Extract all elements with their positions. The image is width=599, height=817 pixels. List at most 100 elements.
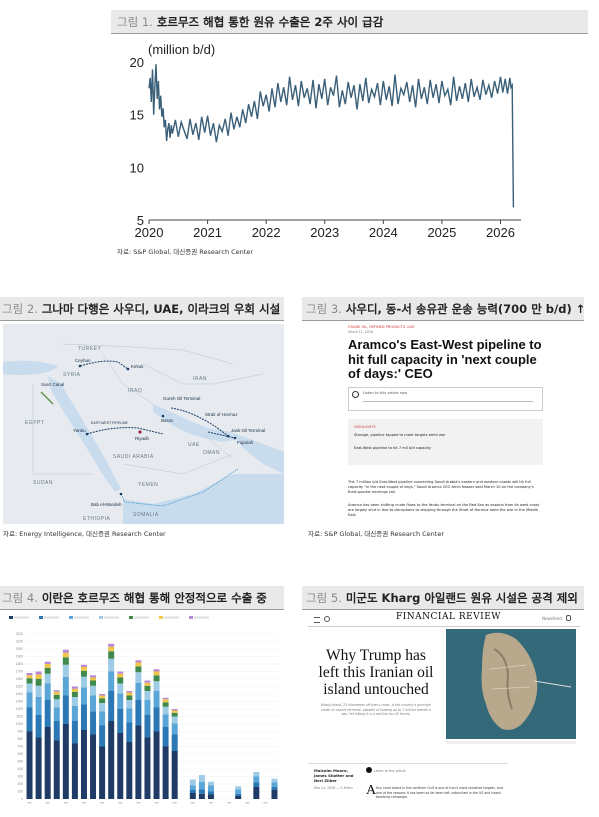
bar-segment: [71, 743, 78, 799]
x-tick-label: [100, 802, 105, 804]
label-saudi: SAUDI ARABIA: [113, 454, 154, 460]
bar-segment: [62, 664, 69, 677]
bar-segment: [108, 643, 115, 647]
audio-progress[interactable]: [363, 401, 533, 402]
label-ceyhan: Ceyhan: [75, 358, 91, 363]
bar-segment: [162, 706, 169, 715]
bar-segment: [144, 700, 151, 715]
bab-el-mandeb-marker: [119, 492, 123, 496]
label-suez: Suez Canal: [41, 382, 64, 387]
article-dateline: Mar 14, 2026 — 5.49am: [314, 786, 353, 790]
bar-segment: [44, 667, 51, 674]
bar-segment: [117, 683, 124, 694]
east-west-pipeline: [86, 427, 164, 435]
legend-label: [134, 616, 149, 619]
bar-segment: [53, 694, 60, 700]
figure-3-source: 자료: S&P Global, 대신증권 Research Center: [308, 530, 445, 538]
bar-segment: [117, 709, 124, 733]
article-body: tiny coral island in the northern Gulf i…: [376, 786, 503, 800]
bar-segment: [62, 724, 69, 799]
label-yemen: YEMEN: [138, 482, 158, 488]
search-icon[interactable]: [324, 616, 330, 622]
bar-segment: [126, 692, 133, 696]
bar-segment: [71, 721, 78, 744]
bar-segment: [135, 666, 142, 673]
bar-segment: [162, 697, 169, 700]
masthead[interactable]: FINANCIAL REVIEW: [396, 612, 502, 622]
iran-goreh-jask-pipeline: [170, 407, 229, 437]
bar-segment: [153, 675, 160, 682]
bar-segment: [271, 778, 278, 783]
red-sea: [48, 376, 121, 492]
x-tick-label: [227, 802, 232, 804]
bar-segment: [53, 691, 60, 695]
figure-4-stacked-bar-chart: 0 100 200 300 400 500 600 700 800 900 1000 1100 1200…: [9, 616, 279, 804]
bar-segment: [108, 651, 115, 659]
y-tick-label: 1500: [16, 685, 23, 689]
figure-3-title: 사우디, 동-서 송유관 운송 능력(700 만 b/d) ↑: [345, 302, 584, 316]
bar-segment: [90, 675, 97, 678]
y-tick-label: 2100: [16, 640, 23, 644]
figure-2-source: 자료: Energy Intelligence, 대신증권 Research C…: [3, 530, 166, 538]
mediterranean-sea: [3, 360, 58, 375]
article-drop-cap: A: [366, 783, 377, 798]
legend-swatch: [99, 616, 103, 619]
fujairah-marker: [233, 436, 237, 440]
label-kirkuk: Kirkuk: [131, 364, 144, 369]
persian-gulf: [153, 404, 235, 442]
chart-legend: [9, 616, 209, 619]
bar-segment: [162, 699, 169, 703]
highlight-2: East-West pipeline to hit 7 mil b/d capa…: [354, 446, 432, 450]
legend-label: [194, 616, 209, 619]
bar-segment: [44, 683, 51, 700]
series-line-hormuz-exports: [148, 64, 515, 208]
figure-2-map: TURKEY Ceyhan Kirkuk SYRIA IRAQ IRAN Sue…: [3, 324, 284, 524]
play-icon[interactable]: [352, 391, 359, 398]
bar-segment: [135, 672, 142, 683]
article-paragraph-1: The 7 million b/d East-West pipeline con…: [348, 480, 534, 494]
bar-segment: [108, 721, 115, 799]
bar-segment: [117, 677, 124, 684]
bar-segment: [26, 707, 33, 732]
y-tick-label: 20: [130, 55, 144, 70]
article-date: March 11, 2026: [348, 330, 373, 334]
bar-segment: [35, 737, 42, 799]
label-basra: Basra: [161, 418, 173, 423]
label-iraq: IRAQ: [128, 388, 142, 394]
newsfeed-link[interactable]: Newsfeed: [542, 616, 562, 621]
figure-2-header: 그림 2. 그나마 다행은 사우디, UAE, 이라크의 우회 시설: [0, 297, 284, 321]
figure-5-header: 그림 5. 미군도 Kharg 아일랜드 원유 시설은 공격 제외: [302, 586, 584, 610]
y-tick-label: 5: [137, 213, 144, 228]
bar-segment: [144, 691, 151, 700]
audio-player[interactable]: Listen to this article now: [348, 387, 543, 411]
bar-segment: [162, 727, 169, 747]
bar-segment: [153, 669, 160, 672]
user-icon[interactable]: [566, 615, 571, 621]
listen-button[interactable]: [366, 767, 372, 773]
bar-segment: [71, 697, 78, 706]
bar-segment: [62, 695, 69, 724]
bar-segment: [162, 714, 169, 727]
bar-segment: [271, 787, 278, 790]
bar-segment: [90, 677, 97, 681]
listen-label[interactable]: Listen to this article: [374, 769, 406, 773]
figure-5-article-screenshot: FINANCIAL REVIEW Newsfeed Why Trump has …: [308, 611, 580, 815]
bar-segment: [80, 667, 87, 671]
legend-swatch: [129, 616, 133, 619]
x-tick-label: 2020: [135, 225, 164, 240]
bar-segment: [207, 791, 214, 795]
y-tick-label: 1900: [16, 655, 23, 659]
bar-segment: [235, 786, 242, 790]
bar-segment: [53, 690, 60, 692]
bar-segment: [144, 685, 151, 691]
bar-segment: [108, 646, 115, 652]
y-tick-label: 500: [18, 760, 24, 764]
label-gurreh: Gureh Oil Terminal: [163, 396, 200, 401]
y-tick-label: 1300: [16, 700, 23, 704]
bar-segment: [53, 740, 60, 799]
kirkuk-marker: [126, 367, 130, 371]
bar-segment: [99, 698, 106, 703]
menu-icon[interactable]: [314, 617, 320, 623]
bar-segment: [99, 746, 106, 799]
article-authors: Malcolm Moore, James Shotter and Neri Zi…: [314, 768, 354, 783]
